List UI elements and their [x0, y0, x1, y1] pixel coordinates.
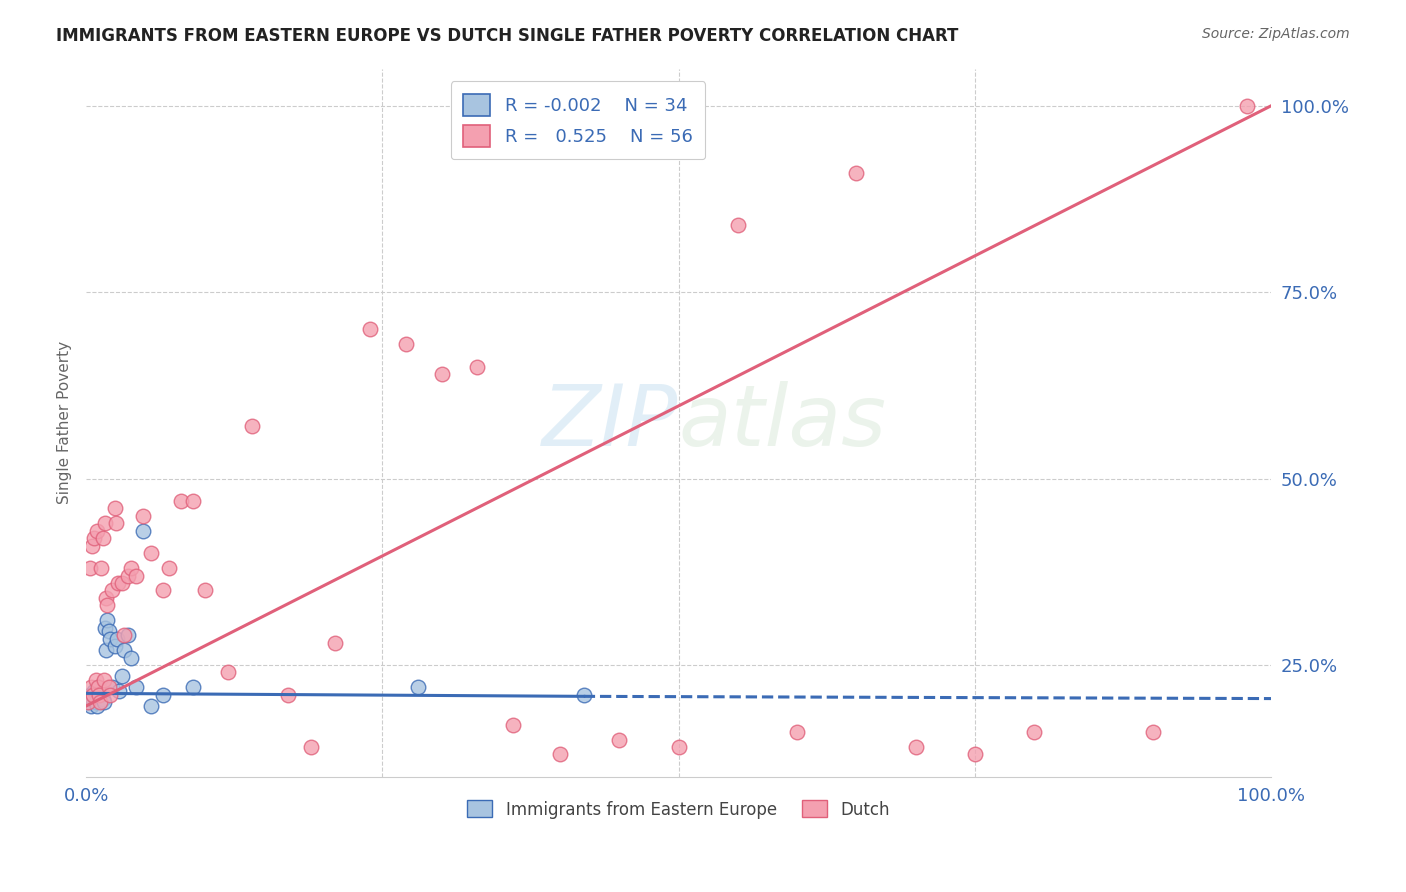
Point	[152, 688, 174, 702]
Point	[904, 739, 927, 754]
Point	[86, 699, 108, 714]
Point	[89, 688, 111, 702]
Point	[845, 166, 868, 180]
Point	[83, 684, 105, 698]
Legend: Immigrants from Eastern Europe, Dutch: Immigrants from Eastern Europe, Dutch	[461, 794, 897, 825]
Point	[170, 494, 193, 508]
Point	[217, 665, 239, 680]
Point	[141, 699, 163, 714]
Point	[86, 524, 108, 538]
Point	[94, 621, 117, 635]
Point	[117, 628, 139, 642]
Point	[84, 673, 107, 687]
Point	[112, 643, 135, 657]
Point	[572, 688, 595, 702]
Point	[80, 699, 103, 714]
Point	[103, 501, 125, 516]
Point	[96, 613, 118, 627]
Point	[359, 322, 381, 336]
Point	[91, 691, 114, 706]
Point	[83, 531, 105, 545]
Point	[152, 583, 174, 598]
Point	[93, 695, 115, 709]
Point	[141, 546, 163, 560]
Text: IMMIGRANTS FROM EASTERN EUROPE VS DUTCH SINGLE FATHER POVERTY CORRELATION CHART: IMMIGRANTS FROM EASTERN EUROPE VS DUTCH …	[56, 27, 959, 45]
Point	[157, 561, 180, 575]
Point	[108, 684, 131, 698]
Point	[84, 695, 107, 709]
Point	[87, 688, 110, 702]
Point	[1142, 725, 1164, 739]
Point	[963, 747, 986, 762]
Point	[240, 419, 263, 434]
Point	[96, 599, 118, 613]
Point	[80, 681, 103, 695]
Point	[89, 695, 111, 709]
Point	[125, 681, 148, 695]
Point	[101, 583, 124, 598]
Point	[80, 539, 103, 553]
Point	[96, 643, 118, 657]
Point	[117, 568, 139, 582]
Point	[112, 628, 135, 642]
Point	[80, 691, 103, 706]
Point	[465, 359, 488, 374]
Point	[79, 561, 101, 575]
Point	[111, 669, 134, 683]
Point	[94, 516, 117, 531]
Point	[97, 681, 120, 695]
Text: Source: ZipAtlas.com: Source: ZipAtlas.com	[1202, 27, 1350, 41]
Point	[395, 337, 418, 351]
Point	[98, 688, 121, 702]
Point	[193, 583, 215, 598]
Point	[96, 591, 118, 605]
Point	[668, 739, 690, 754]
Point	[111, 576, 134, 591]
Point	[91, 531, 114, 545]
Point	[90, 684, 112, 698]
Point	[181, 494, 204, 508]
Point	[430, 368, 453, 382]
Point	[87, 681, 110, 695]
Point	[87, 681, 110, 695]
Point	[90, 561, 112, 575]
Point	[406, 681, 429, 695]
Point	[77, 695, 100, 709]
Point	[79, 688, 101, 702]
Point	[82, 688, 104, 702]
Point	[299, 739, 322, 754]
Point	[101, 681, 124, 695]
Text: atlas: atlas	[679, 381, 887, 464]
Point	[276, 688, 298, 702]
Point	[120, 650, 142, 665]
Point	[502, 717, 524, 731]
Point	[181, 681, 204, 695]
Point	[93, 673, 115, 687]
Point	[103, 640, 125, 654]
Point	[107, 576, 129, 591]
Point	[727, 218, 749, 232]
Point	[77, 695, 100, 709]
Point	[132, 524, 155, 538]
Point	[105, 632, 128, 646]
Point	[607, 732, 630, 747]
Point	[97, 624, 120, 639]
Point	[125, 568, 148, 582]
Point	[1236, 99, 1258, 113]
Point	[132, 508, 155, 523]
Point	[82, 688, 104, 702]
Point	[104, 516, 127, 531]
Point	[786, 725, 808, 739]
Point	[323, 635, 346, 649]
Point	[120, 561, 142, 575]
Y-axis label: Single Father Poverty: Single Father Poverty	[58, 341, 72, 504]
Text: ZIP: ZIP	[543, 381, 679, 464]
Point	[1022, 725, 1045, 739]
Point	[548, 747, 571, 762]
Point	[98, 632, 121, 646]
Point	[87, 688, 110, 702]
